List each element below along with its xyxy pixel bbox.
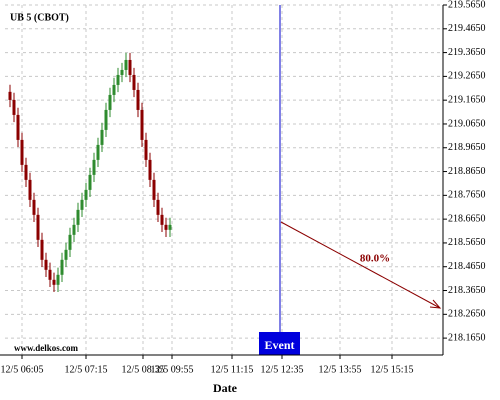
candle-body (136, 89, 140, 110)
y-tick-label: 218.8650 (448, 166, 486, 177)
candle-body (140, 109, 144, 140)
y-tick-label: 218.6650 (448, 213, 486, 224)
candle-body (88, 174, 92, 190)
candle-body (52, 279, 56, 285)
candle-body (100, 129, 104, 145)
candle-body (84, 189, 88, 200)
candle-body (36, 214, 40, 240)
y-tick-label: 218.2650 (448, 309, 486, 320)
candle-body (152, 179, 156, 200)
candle-body (132, 74, 136, 90)
candle-body (60, 259, 64, 275)
candle-body (164, 224, 168, 230)
y-tick-label: 218.7650 (448, 190, 486, 201)
y-tick-label: 219.3650 (448, 47, 486, 58)
candle-body (160, 214, 164, 225)
y-tick-label: 219.0650 (448, 118, 486, 129)
candle-body (28, 179, 32, 200)
x-tick-label: 12/5 08:35 (121, 364, 164, 375)
x-axis-label: Date (213, 381, 238, 395)
candle-body (20, 139, 24, 165)
x-tick-label: 12/5 06:05 (0, 364, 43, 375)
watermark: www.delkos.com (14, 343, 79, 353)
y-tick-label: 218.5650 (448, 237, 486, 248)
candle-body (32, 199, 36, 215)
projection-arrow (280, 221, 441, 309)
candle-body (108, 94, 112, 110)
candle-body (124, 59, 128, 70)
candle-body (48, 269, 52, 280)
event-label: Event (265, 338, 295, 352)
event-box (259, 332, 300, 355)
candle-body (68, 234, 72, 250)
x-tick-label: 12/5 13:55 (318, 364, 361, 375)
candle-body (24, 164, 28, 180)
candle-body (96, 144, 100, 160)
candle-body (76, 209, 80, 225)
x-tick-label: 12/5 12:35 (260, 364, 303, 375)
candle-body (40, 239, 44, 260)
candle-body (144, 139, 148, 160)
candle-body (156, 199, 160, 215)
y-tick-label: 218.4650 (448, 261, 486, 272)
candle-body (72, 224, 76, 235)
y-tick-label: 219.5650 (448, 0, 486, 10)
candle-body (8, 91, 12, 100)
candle-body (104, 109, 108, 130)
y-tick-label: 219.4650 (448, 23, 486, 34)
candle-body (128, 59, 132, 75)
y-tick-label: 219.2650 (448, 71, 486, 82)
candle-body (56, 274, 60, 285)
y-tick-label: 218.9650 (448, 142, 486, 153)
candle-body (148, 159, 152, 180)
y-tick-label: 219.1650 (448, 94, 486, 105)
x-tick-label: 12/5 11:15 (211, 364, 254, 375)
x-tick-label: 12/5 07:15 (64, 364, 107, 375)
candle-body (80, 199, 84, 210)
candle-body (64, 249, 68, 260)
grid (5, 4, 443, 355)
candle-body (168, 224, 172, 230)
candle-body (92, 159, 96, 175)
y-tick-label: 218.3650 (448, 285, 486, 296)
candle-body (116, 74, 120, 85)
annotation: 80.0% (360, 253, 390, 265)
x-tick-label: 12/5 09:55 (150, 364, 193, 375)
candle-body (16, 114, 20, 140)
candle-body (44, 259, 48, 270)
candle-body (120, 69, 124, 75)
candle-body (112, 84, 116, 95)
arrow-head (429, 299, 442, 309)
chart-title: UB 5 (CBOT) (10, 12, 69, 23)
y-tick-label: 218.1650 (448, 332, 486, 343)
candle-body (12, 99, 16, 115)
x-tick-label: 12/5 15:15 (370, 364, 413, 375)
